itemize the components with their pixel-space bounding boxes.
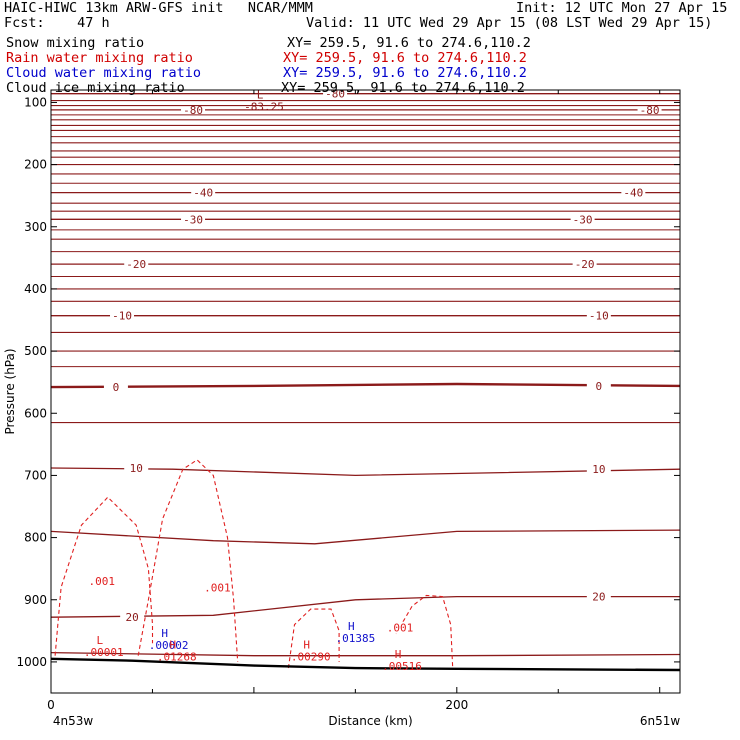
rain-label-bg xyxy=(87,575,116,588)
y-tick-label: 300 xyxy=(24,220,47,234)
isotherm-label-bg xyxy=(621,186,646,199)
isotherm-label-bg xyxy=(572,258,597,271)
extremum-value: .01268 xyxy=(157,651,197,664)
isotherm-label-bg xyxy=(103,381,128,394)
field-name-snow: Snow mixing ratio xyxy=(6,35,145,51)
isotherm-label: -20 xyxy=(126,258,146,271)
isotherm-label-bg xyxy=(637,103,662,116)
isotherm-label: 0 xyxy=(113,381,120,394)
isotherm-label: -30 xyxy=(183,213,203,226)
x-end-label-right: 6n51w xyxy=(640,714,681,728)
isotherm-label: 20 xyxy=(126,611,139,624)
field-name-rain: Rain water mixing ratio xyxy=(6,50,193,66)
rain-contour-label: .001 xyxy=(204,581,231,594)
init-text: Init: 12 UTC Mon 27 Apr 15 xyxy=(516,0,728,16)
isotherm-label-bg xyxy=(124,258,149,271)
x-tick-label: 0 xyxy=(47,698,55,712)
rain-label-bg xyxy=(385,621,414,634)
rain-contour-label: .001 xyxy=(88,575,115,588)
extremum-marker: H xyxy=(161,627,168,640)
isotherm-label: -30 xyxy=(573,213,593,226)
isotherm-label-bg xyxy=(586,590,611,603)
extremum-marker: H xyxy=(303,639,310,652)
extremum-marker: H xyxy=(348,620,355,633)
isotherm-line xyxy=(50,651,681,657)
extremum-marker: H xyxy=(169,639,176,652)
valid-text: Valid: 11 UTC Wed 29 Apr 15 (08 LST Wed … xyxy=(306,15,713,31)
isotherm-line xyxy=(50,529,681,545)
extremum-marker: H xyxy=(395,648,402,661)
y-tick-label: 400 xyxy=(24,282,47,296)
isotherm-label: -10 xyxy=(589,310,609,323)
extremum-value: -83.25 xyxy=(244,100,284,113)
isotherm-line xyxy=(50,382,681,389)
y-tick-label: 600 xyxy=(24,406,47,420)
isotherm-label: -80 xyxy=(640,104,660,117)
title-text: HAIC-HIWC 13km ARW-GFS init NCAR/MMM xyxy=(4,0,313,16)
x-axis-title: Distance (km) xyxy=(328,714,412,728)
isotherm-label: 20 xyxy=(592,591,605,604)
isotherm-label: 10 xyxy=(130,462,143,475)
extremum-marker: L xyxy=(96,634,103,647)
field-xy-rain: XY= 259.5, 91.6 to 274.6,110.2 xyxy=(283,50,527,66)
fcst-text: Fcst: 47 h xyxy=(4,15,110,31)
y-tick-label: 500 xyxy=(24,344,47,358)
rain-contour xyxy=(287,608,340,669)
isotherm-label-bg xyxy=(323,87,348,100)
isotherm-label-bg xyxy=(570,213,595,226)
field-xy-cloud-ice: XY= 259.5, 91.6 to 274.6,110.2 xyxy=(281,80,525,96)
rain-contour-label: .001 xyxy=(387,622,414,635)
y-tick-label: 1000 xyxy=(16,655,47,669)
rain-contour xyxy=(54,496,154,656)
field-name-cloud-ice: Cloud ice mixing ratio xyxy=(6,80,185,96)
y-tick-label: 700 xyxy=(24,468,47,482)
isotherm-label-bg xyxy=(120,611,145,624)
y-tick-label: 200 xyxy=(24,158,47,172)
rain-contour xyxy=(137,459,239,662)
isotherm-label: -40 xyxy=(623,187,643,200)
isotherm-label: 10 xyxy=(592,463,605,476)
isotherm-label-bg xyxy=(191,186,216,199)
field-xy-cloud-water: XY= 259.5, 91.6 to 274.6,110.2 xyxy=(283,65,527,81)
isotherm-label-bg xyxy=(181,213,206,226)
field-xy-snow: XY= 259.5, 91.6 to 274.6,110.2 xyxy=(287,35,531,51)
isotherm-label: -40 xyxy=(193,187,213,200)
plot-frame xyxy=(50,89,681,694)
extremum-value: .00290 xyxy=(291,651,331,664)
extremum-marker: L xyxy=(257,88,264,101)
extremum-value: .00001 xyxy=(84,646,124,659)
isotherm-line xyxy=(50,467,681,477)
isotherm-label: -10 xyxy=(112,310,132,323)
extremum-value: .01385 xyxy=(335,632,375,645)
isotherm-label-bg xyxy=(586,309,611,322)
isotherm-label: -20 xyxy=(575,258,595,271)
field-name-cloud-water: Cloud water mixing ratio xyxy=(6,65,202,81)
isotherm-label-bg xyxy=(124,461,149,474)
isotherm-label-bg xyxy=(586,463,611,476)
isotherm-label-bg xyxy=(110,309,135,322)
x-tick-label: 200 xyxy=(445,698,468,712)
terrain-line xyxy=(50,657,681,672)
isotherm-label-bg xyxy=(586,379,611,392)
isotherm-label-bg xyxy=(181,103,206,116)
isotherm-label: 0 xyxy=(596,380,603,393)
y-axis-title: Pressure (hPa) xyxy=(3,348,17,434)
y-tick-label: 800 xyxy=(24,531,47,545)
rain-contour xyxy=(395,594,454,669)
x-end-label-left: 4n53w xyxy=(53,714,94,728)
isotherm-line xyxy=(50,595,680,618)
extremum-value: .00516 xyxy=(382,660,422,673)
y-tick-label: 900 xyxy=(24,593,47,607)
isotherm-label: -80 xyxy=(325,88,345,101)
extremum-value: .00002 xyxy=(149,639,189,652)
isotherm-label: -80 xyxy=(183,104,203,117)
y-tick-label: 100 xyxy=(24,95,47,109)
rain-label-bg xyxy=(203,581,232,594)
